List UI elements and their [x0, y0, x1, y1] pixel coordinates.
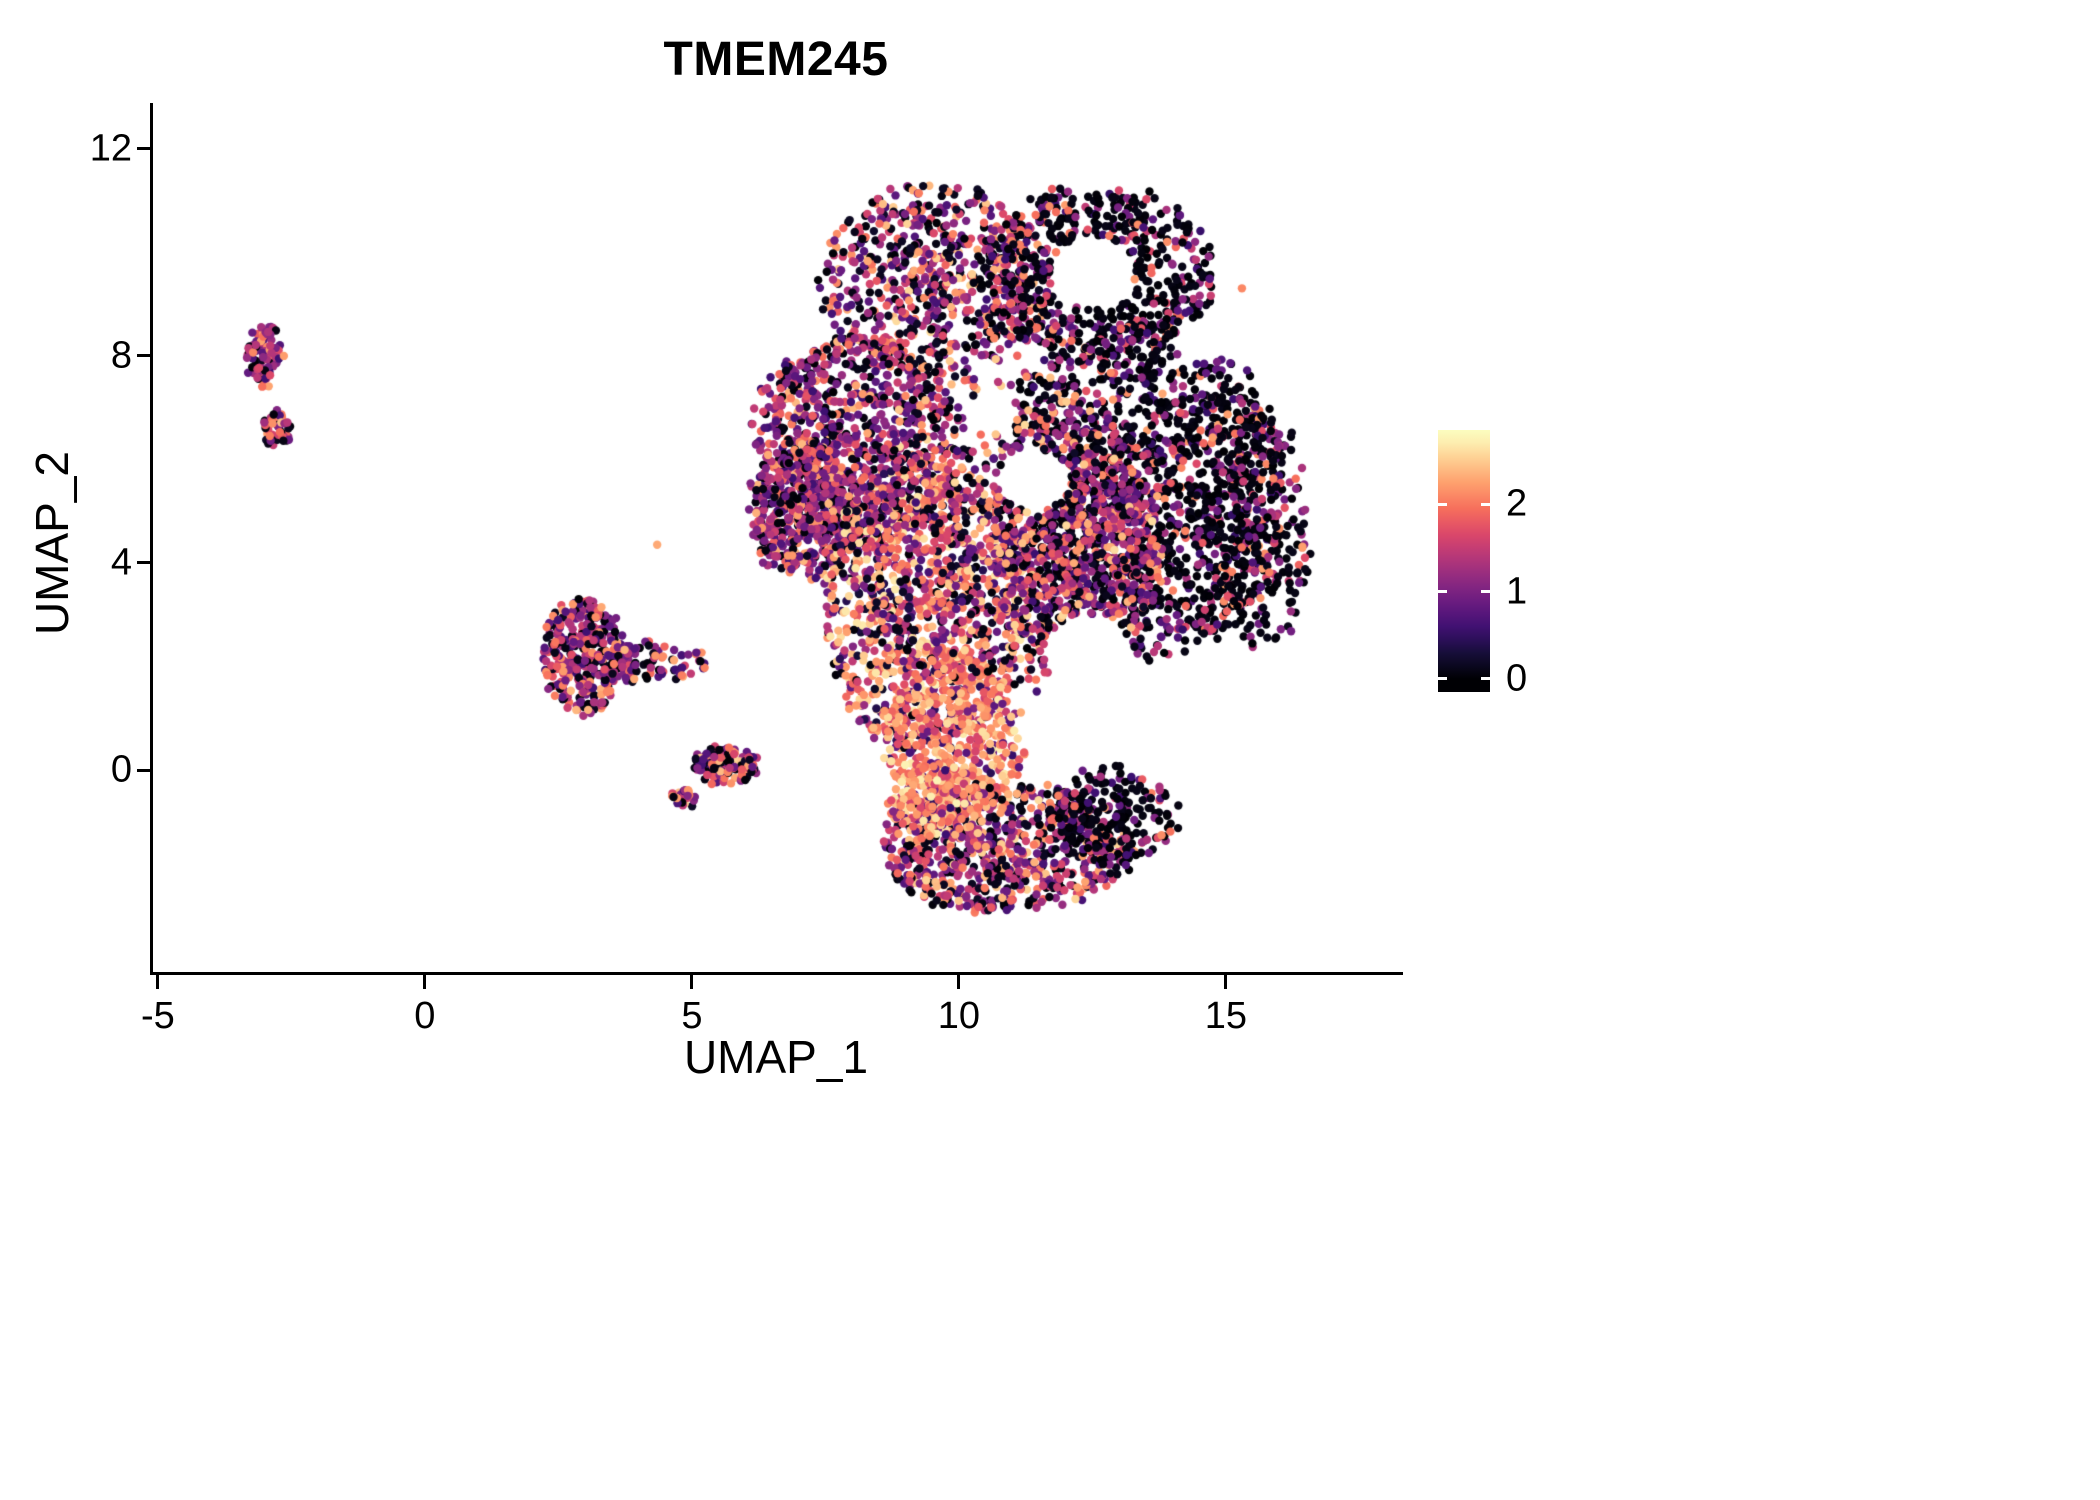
y-tick-mark: [137, 561, 151, 565]
y-tick-mark: [137, 354, 151, 358]
x-tick-label: 0: [414, 995, 436, 1037]
colorbar-tick-label: 2: [1506, 482, 1528, 525]
colorbar-tick-label: 1: [1506, 570, 1528, 613]
x-axis-title: UMAP_1: [683, 1031, 869, 1083]
y-axis-line: [150, 103, 153, 975]
y-tick-label: 12: [89, 127, 132, 169]
x-tick-label: 5: [681, 995, 703, 1037]
colorbar-tick-mark: [1481, 502, 1490, 506]
colorbar-tick-mark: [1438, 677, 1447, 681]
x-tick-mark: [690, 975, 694, 989]
y-tick-mark: [137, 147, 151, 150]
colorbar-tick-label: 0: [1506, 657, 1528, 700]
x-tick-label: 15: [1204, 995, 1248, 1037]
x-axis-line: [150, 972, 1403, 975]
x-tick-mark: [957, 975, 961, 989]
colorbar-tick-mark: [1438, 502, 1447, 506]
y-tick-label: 0: [110, 748, 132, 791]
y-tick-label: 4: [110, 541, 132, 584]
y-tick-mark: [137, 768, 151, 772]
colorbar-tick-mark: [1481, 677, 1490, 681]
x-tick-label: -5: [140, 995, 175, 1037]
x-tick-mark: [423, 975, 427, 989]
colorbar-tick-mark: [1438, 590, 1447, 594]
colorbar-gradient: [1438, 430, 1490, 692]
x-tick-label: 10: [937, 995, 981, 1037]
x-tick-mark: [1224, 975, 1228, 989]
y-tick-label: 8: [110, 334, 132, 377]
colorbar: 0 1 2: [1438, 430, 1527, 699]
x-tick-mark: [156, 975, 160, 989]
colorbar-tick-mark: [1481, 590, 1490, 594]
